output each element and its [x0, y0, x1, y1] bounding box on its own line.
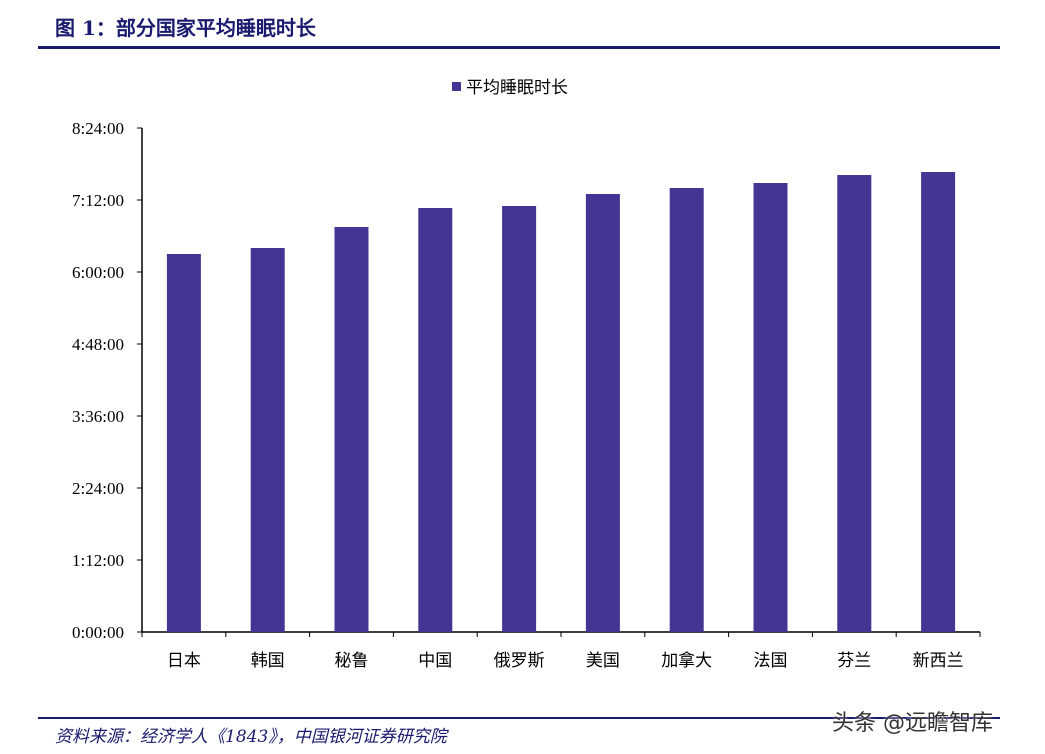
legend-label: 平均睡眠时长 [466, 78, 568, 98]
y-tick-label: 0:00:00 [72, 623, 124, 642]
legend-swatch [452, 82, 461, 91]
bar-法国 [753, 183, 788, 632]
y-tick-label: 4:48:00 [72, 335, 124, 354]
watermark: 头条 @远瞻智库 [832, 711, 993, 736]
y-tick-label: 3:36:00 [72, 407, 124, 426]
y-tick-label: 1:12:00 [72, 551, 124, 570]
x-tick-label: 中国 [418, 651, 452, 671]
x-tick-label: 芬兰 [837, 651, 871, 671]
bar-新西兰 [921, 172, 956, 632]
bar-美国 [585, 194, 620, 632]
y-tick-label: 2:24:00 [72, 479, 124, 498]
x-tick-label: 日本 [167, 651, 201, 671]
x-tick-label: 俄罗斯 [494, 651, 545, 671]
y-tick-label: 8:24:00 [72, 119, 124, 138]
x-tick-label: 新西兰 [913, 651, 964, 671]
y-tick-label: 6:00:00 [72, 263, 124, 282]
x-tick-label: 秘鲁 [335, 651, 369, 671]
source-note: 资料来源：经济学人《1843》，中国银河证券研究院 [55, 727, 447, 747]
x-tick-label: 美国 [586, 651, 620, 671]
x-tick-label: 法国 [754, 651, 788, 671]
bar-芬兰 [837, 175, 872, 632]
y-tick-label: 7:12:00 [72, 191, 124, 210]
bar-俄罗斯 [502, 206, 537, 632]
x-tick-label: 加拿大 [661, 650, 712, 671]
bar-日本 [166, 254, 201, 632]
x-tick-label: 韩国 [251, 651, 285, 671]
bar-中国 [418, 208, 453, 632]
bar-韩国 [250, 248, 285, 632]
bar-秘鲁 [334, 227, 369, 632]
bar-加拿大 [669, 188, 704, 632]
footer-rule [38, 717, 1000, 719]
figure-title: 图 1：部分国家平均睡眠时长 [55, 16, 316, 40]
title-rule [38, 46, 1000, 49]
